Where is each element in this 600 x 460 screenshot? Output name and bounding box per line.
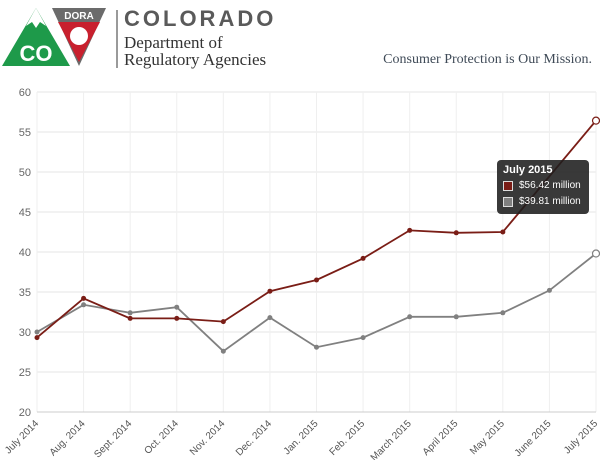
series-1-point-1 bbox=[81, 302, 87, 308]
tooltip-value-1: $56.42 million bbox=[519, 180, 581, 191]
y-tick-label-55: 55 bbox=[19, 127, 31, 139]
series-0-point-3 bbox=[174, 315, 180, 321]
header-divider bbox=[116, 10, 118, 68]
x-tick-label-5: Dec. 2014 bbox=[234, 418, 274, 458]
department-line-2: Regulatory Agencies bbox=[124, 50, 267, 69]
x-tick-label-8: March 2015 bbox=[369, 418, 414, 460]
x-tick-label-0: July 2014 bbox=[3, 418, 41, 456]
series-1-point-3 bbox=[174, 304, 180, 310]
x-tick-label-9: April 2015 bbox=[421, 418, 461, 458]
y-tick-label-30: 30 bbox=[19, 327, 31, 339]
department-name: Department of Regulatory Agencies bbox=[124, 34, 266, 68]
y-tick-label-25: 25 bbox=[19, 367, 31, 379]
series-0-point-4 bbox=[220, 319, 226, 325]
series-1-point-10 bbox=[500, 310, 506, 316]
tooltip-title: July 2015 bbox=[503, 164, 553, 176]
tooltip-value-2: $39.81 million bbox=[519, 196, 581, 207]
series-0-point-1 bbox=[81, 295, 87, 301]
series-0-point-5 bbox=[267, 288, 273, 294]
series-1-point-4 bbox=[220, 348, 226, 354]
dora-logo: CO DORA bbox=[2, 8, 106, 66]
co-text: CO bbox=[20, 41, 53, 66]
series-0-point-12 bbox=[591, 116, 600, 125]
y-tick-label-45: 45 bbox=[19, 207, 31, 219]
series-0-point-10 bbox=[500, 229, 506, 235]
series-0-point-7 bbox=[360, 255, 366, 261]
x-tick-label-7: Feb. 2015 bbox=[328, 418, 368, 458]
line-chart: 20 25 30 35 40 45 50 55 60 July 2014 Aug. 2014 Sept… bbox=[3, 87, 600, 460]
series-1-point-12 bbox=[591, 249, 600, 258]
x-tick-label-11: June 2015 bbox=[513, 418, 554, 459]
tooltip-swatch-1 bbox=[503, 181, 513, 191]
series-0-point-9 bbox=[453, 230, 459, 236]
co-triangle bbox=[2, 8, 70, 66]
series-1-point-8 bbox=[407, 314, 413, 320]
chart-tooltip: July 2015 $56.42 million $39.81 million bbox=[497, 160, 589, 214]
y-tick-label-50: 50 bbox=[19, 167, 31, 179]
series-1-point-5 bbox=[267, 315, 273, 321]
series-1-point-7 bbox=[360, 335, 366, 341]
series-0-point-0 bbox=[34, 335, 40, 341]
tooltip-swatch-2 bbox=[503, 197, 513, 207]
department-line-1: Department of bbox=[124, 33, 223, 52]
x-tick-label-10: May 2015 bbox=[468, 418, 507, 457]
state-name: COLORADO bbox=[124, 6, 277, 31]
y-tick-label-20: 20 bbox=[19, 407, 31, 419]
series-0-point-2 bbox=[127, 315, 133, 321]
series-1-point-6 bbox=[314, 344, 319, 350]
series-0-point-6 bbox=[314, 277, 319, 283]
series-1-point-11 bbox=[546, 287, 552, 293]
series-1-point-9 bbox=[453, 314, 459, 320]
page-header: CO DORA COLORADO Department of Regulator… bbox=[0, 0, 600, 80]
x-tick-label-6: Jan. 2015 bbox=[282, 418, 321, 457]
series-1-point-2 bbox=[127, 310, 133, 316]
series-0-point-8 bbox=[407, 227, 413, 233]
x-tick-label-2: Sept. 2014 bbox=[92, 418, 134, 460]
x-tick-label-1: Aug. 2014 bbox=[48, 418, 88, 458]
y-tick-label-60: 60 bbox=[19, 87, 31, 99]
series-0-line bbox=[36, 120, 597, 339]
x-tick-label-4: Nov. 2014 bbox=[188, 418, 228, 458]
dora-text: DORA bbox=[64, 11, 93, 22]
y-tick-label-40: 40 bbox=[19, 247, 31, 259]
x-tick-label-3: Oct. 2014 bbox=[142, 418, 181, 457]
mission-statement: Consumer Protection is Our Mission. bbox=[383, 52, 592, 67]
y-tick-label-35: 35 bbox=[19, 287, 31, 299]
series-1-point-0 bbox=[34, 329, 40, 335]
x-tick-label-12: July 2015 bbox=[562, 418, 600, 456]
